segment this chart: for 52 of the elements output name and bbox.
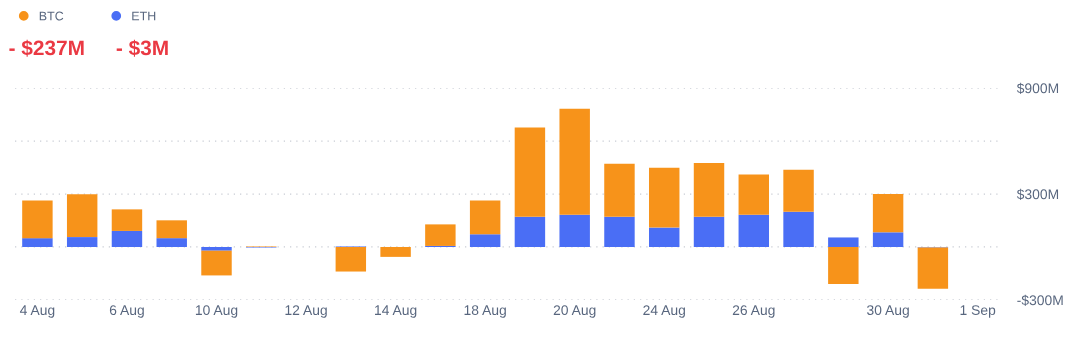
bar bbox=[604, 163, 635, 217]
x-tick-label: 26 Aug bbox=[732, 305, 775, 318]
x-tick-label: 10 Aug bbox=[195, 305, 238, 318]
bar bbox=[693, 216, 725, 247]
bar bbox=[783, 211, 814, 247]
bar bbox=[380, 246, 411, 257]
x-tick-label: 14 Aug bbox=[375, 305, 417, 318]
legend-label: ETH bbox=[132, 11, 156, 21]
bar bbox=[738, 174, 770, 215]
x-tick-label: 20 Aug bbox=[553, 305, 596, 318]
bar bbox=[872, 194, 904, 233]
x-tick-label: 12 Aug bbox=[285, 305, 327, 318]
bar bbox=[22, 200, 53, 239]
bar bbox=[514, 127, 546, 217]
bar bbox=[828, 237, 859, 247]
x-tick-label: 24 Aug bbox=[643, 305, 685, 318]
y-tick-label: $900M bbox=[1016, 82, 1059, 95]
y-tick-label: -$300M bbox=[1017, 294, 1063, 306]
x-tick-label: 6 Aug bbox=[109, 305, 144, 318]
bar bbox=[514, 216, 546, 247]
text: - $3M bbox=[116, 39, 168, 57]
bar bbox=[156, 238, 187, 247]
bar bbox=[22, 238, 53, 247]
bar bbox=[111, 209, 143, 231]
bar bbox=[66, 237, 98, 247]
bar bbox=[738, 214, 770, 247]
legend-label: BTC bbox=[39, 11, 64, 21]
bar bbox=[559, 108, 590, 215]
x-tick-label: 4 Aug bbox=[19, 305, 55, 318]
bar bbox=[604, 216, 635, 247]
bar bbox=[649, 227, 680, 247]
bar bbox=[469, 200, 501, 235]
bar bbox=[66, 194, 98, 238]
bar bbox=[917, 247, 949, 289]
bar bbox=[156, 220, 187, 239]
bar bbox=[693, 163, 725, 217]
bar bbox=[425, 224, 456, 246]
x-tick-label: 18 Aug bbox=[464, 305, 506, 318]
bar bbox=[335, 246, 367, 272]
bar bbox=[872, 232, 904, 247]
bar bbox=[649, 167, 680, 228]
bar bbox=[201, 250, 232, 276]
bar bbox=[559, 214, 590, 247]
bar bbox=[111, 230, 143, 247]
x-tick-label: 1 Sep bbox=[960, 305, 996, 318]
bar bbox=[828, 246, 859, 285]
y-tick-label: $300M bbox=[1016, 188, 1059, 200]
bar bbox=[201, 246, 232, 251]
text: - $237M bbox=[9, 39, 84, 57]
bar bbox=[469, 234, 501, 247]
x-tick-label: 30 Aug bbox=[867, 305, 909, 318]
bar bbox=[783, 169, 814, 212]
